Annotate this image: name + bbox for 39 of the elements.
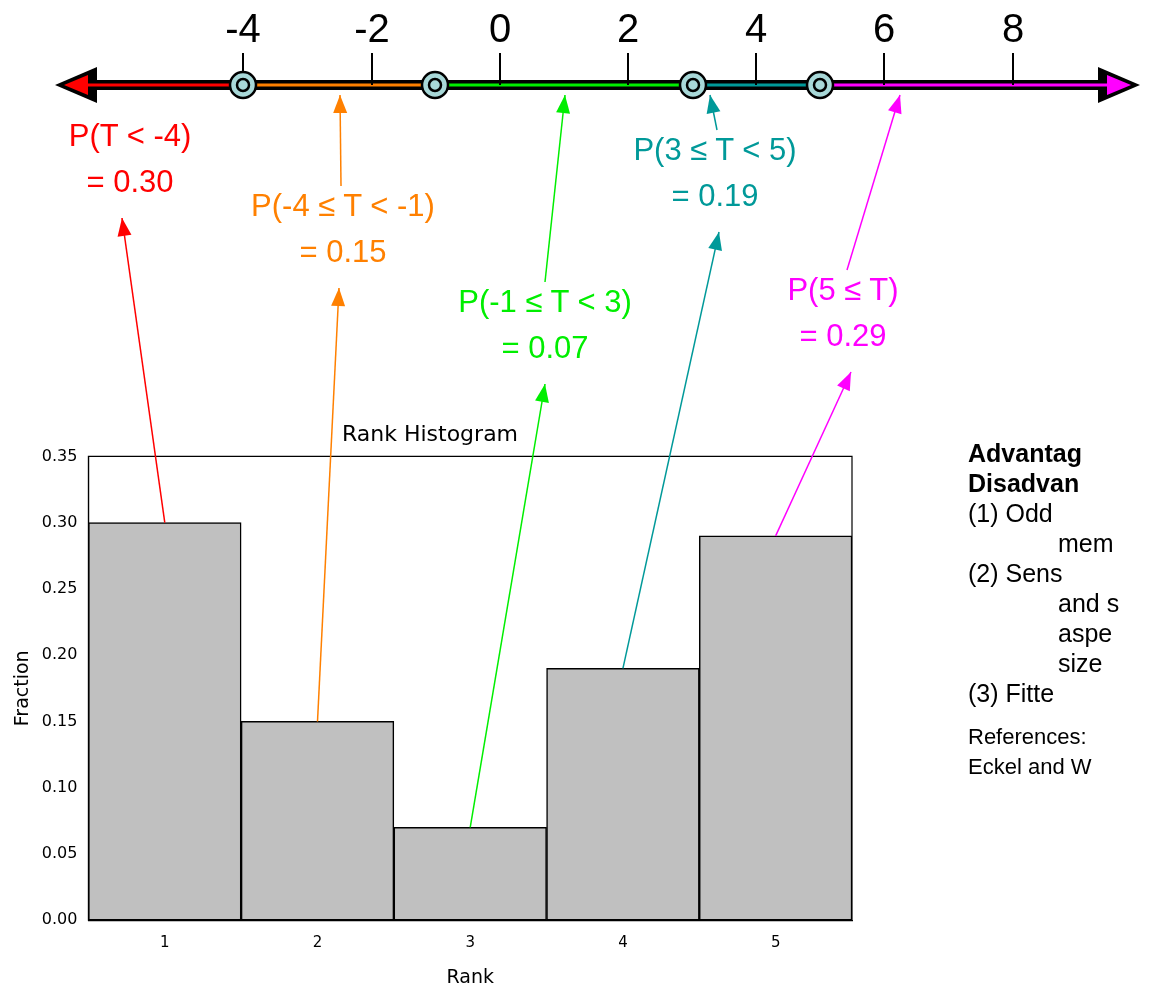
text: (2) Sens [968,558,1064,588]
annotation: P(5 ≤ T) = 0.29 [787,272,899,354]
y-tick-label: 0.35 [41,445,78,465]
text: 0 [488,6,512,50]
text: 6 [872,6,896,50]
y-axis-title: Fraction [10,650,33,727]
text: and s [1057,588,1120,618]
text: 4 [744,6,768,50]
y-tick-label: 0.25 [41,578,78,598]
text: 8 [1001,6,1025,50]
text: References: [968,723,1088,751]
text: aspe [1057,618,1114,648]
text: (1) Odd [968,498,1054,528]
text: size [1057,648,1104,678]
chart-title: Rank Histogram [341,420,519,446]
y-tick-label: 0.30 [41,511,78,531]
text: -2 [354,6,390,50]
x-axis-title: Rank [446,964,494,987]
y-tick-label: 0.20 [41,644,78,664]
text: Advantag [968,438,1083,468]
text: 2 [616,6,640,50]
annotation: P(-4 ≤ T < -1) = 0.15 [251,188,435,270]
text: -4 [225,6,261,50]
y-tick-label: 0.00 [41,909,78,929]
text: (3) Fitte [968,678,1056,708]
y-tick-label: 0.10 [41,776,78,796]
text: mem [1057,528,1115,558]
annotation: P(T < -4) = 0.30 [68,118,192,200]
annotation: P(-1 ≤ T < 3) = 0.07 [458,284,632,366]
text: Eckel and W [968,753,1093,781]
x-tick-label: 1 [160,933,170,952]
annotation: P(3 ≤ T < 5) = 0.19 [633,132,797,214]
x-tick-label: 2 [312,933,323,952]
y-tick-label: 0.15 [41,710,78,730]
x-tick-label: 5 [770,933,781,952]
text: Disadvan [968,468,1081,498]
x-tick-label: 3 [465,933,475,952]
x-tick-label: 4 [618,933,628,952]
y-tick-label: 0.05 [41,843,78,863]
